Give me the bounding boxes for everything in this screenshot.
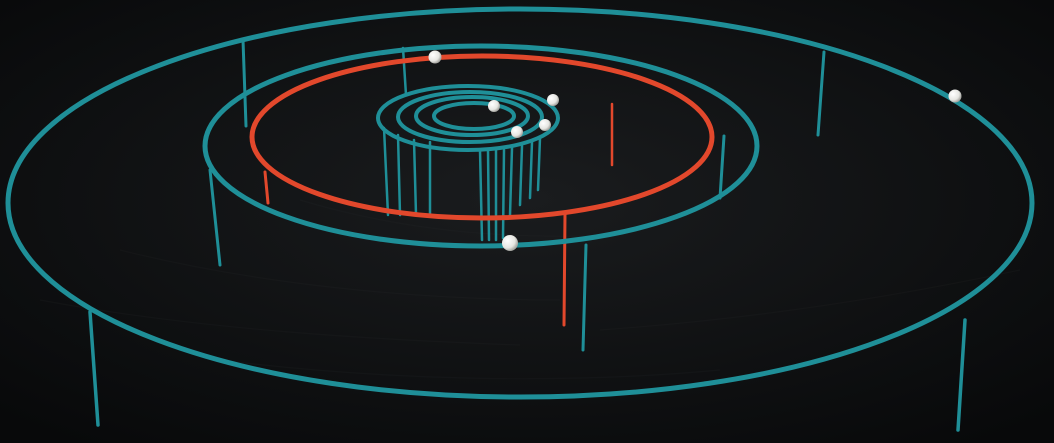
rings	[5, 6, 1035, 400]
outer-ring	[5, 6, 1035, 400]
large-rod-back	[401, 46, 408, 97]
ball-inner-2	[547, 94, 559, 106]
inner-ring-4	[432, 101, 516, 131]
outer-rod-left	[88, 310, 100, 427]
red-rod-front	[562, 212, 567, 327]
inner-ring-1	[376, 84, 560, 152]
outer-rod-right	[956, 318, 967, 432]
outer-rod-back-left	[241, 38, 248, 128]
inner-ring-3	[414, 95, 530, 137]
ball-inner-4	[511, 126, 523, 138]
inner-rods	[382, 126, 542, 242]
ground-texture	[39, 199, 1021, 380]
planet-balls	[428, 50, 962, 251]
middle-ring	[249, 53, 715, 221]
large-ring	[202, 43, 760, 249]
outer-rod-back-right	[816, 50, 826, 137]
large-rod-left	[208, 168, 222, 267]
ball-front	[502, 235, 518, 251]
large-rod-right	[718, 134, 726, 200]
ball-outer-ring	[948, 89, 962, 103]
ball-inner-1	[488, 100, 500, 112]
large-rod-front	[581, 243, 588, 352]
ball-large-ring	[428, 50, 442, 64]
support-rods	[88, 38, 967, 432]
ball-inner-3	[539, 119, 551, 131]
inner-ring-2	[396, 90, 544, 144]
red-rod-left	[263, 170, 270, 205]
